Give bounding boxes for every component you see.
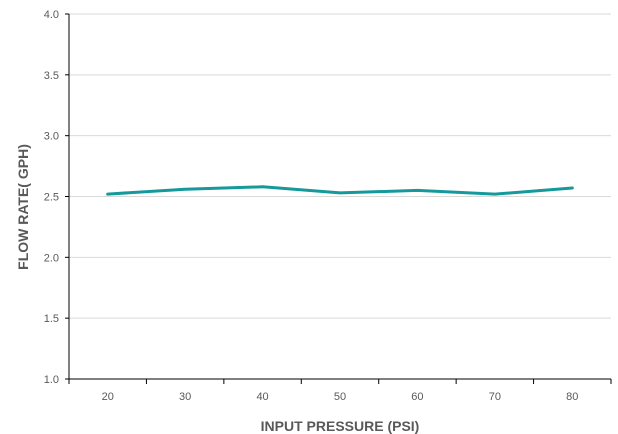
y-axis-title: FLOW RATE( GPH) — [15, 144, 31, 270]
x-tick-label: 70 — [489, 391, 501, 403]
y-tick-label: 1.5 — [44, 313, 59, 325]
x-axis-title: INPUT PRESSURE (PSI) — [261, 418, 420, 434]
series — [106, 185, 574, 196]
data-point — [261, 185, 264, 188]
x-tick-label: 60 — [411, 391, 423, 403]
y-tick-label: 2.5 — [44, 192, 59, 204]
data-point — [493, 192, 497, 196]
y-tick-label: 3.5 — [44, 70, 59, 82]
x-tick-label: 50 — [334, 391, 346, 403]
x-tick-label: 20 — [102, 391, 114, 403]
data-point — [571, 186, 574, 190]
x-axis-tick-labels: 20 30 40 50 60 70 80 — [102, 391, 579, 403]
gridlines — [69, 13, 611, 319]
x-tick-label: 40 — [256, 391, 268, 403]
y-tick-label: 3.0 — [44, 131, 59, 143]
data-point — [183, 188, 187, 191]
data-point — [416, 189, 419, 192]
y-tick-label: 4.0 — [44, 9, 59, 21]
x-tick-label: 80 — [566, 391, 578, 403]
x-tick-label: 30 — [179, 391, 191, 403]
y-tick-label: 2.0 — [44, 252, 59, 264]
y-axis-tick-labels: 1.0 1.5 2.0 2.5 3.0 3.5 4.0 — [44, 9, 59, 386]
axes — [65, 13, 612, 384]
data-point — [338, 191, 342, 195]
data-point — [106, 192, 109, 196]
y-tick-label: 1.0 — [44, 374, 59, 386]
